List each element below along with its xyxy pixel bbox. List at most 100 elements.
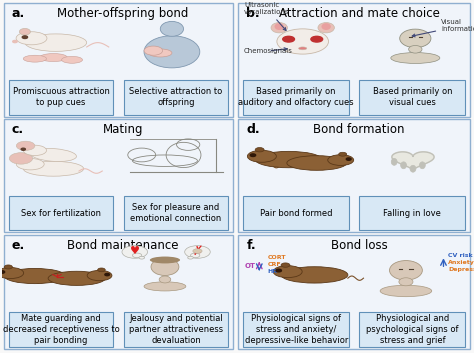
- Polygon shape: [392, 152, 434, 170]
- FancyBboxPatch shape: [9, 80, 113, 115]
- Ellipse shape: [400, 29, 431, 48]
- Circle shape: [193, 249, 202, 253]
- Ellipse shape: [328, 155, 354, 166]
- Circle shape: [139, 256, 145, 259]
- Ellipse shape: [39, 54, 67, 61]
- Ellipse shape: [287, 156, 346, 170]
- Circle shape: [188, 256, 193, 259]
- Circle shape: [346, 158, 351, 160]
- Ellipse shape: [30, 149, 76, 161]
- Ellipse shape: [16, 158, 44, 170]
- Ellipse shape: [62, 56, 82, 63]
- Text: d.: d.: [246, 123, 260, 136]
- FancyBboxPatch shape: [359, 312, 465, 347]
- FancyBboxPatch shape: [243, 196, 349, 231]
- Text: b.: b.: [246, 7, 260, 20]
- Ellipse shape: [391, 53, 440, 64]
- Ellipse shape: [277, 29, 328, 54]
- Circle shape: [16, 141, 35, 150]
- Text: Mother-offspring bond: Mother-offspring bond: [57, 7, 189, 20]
- FancyBboxPatch shape: [243, 80, 349, 115]
- Text: Mating: Mating: [103, 123, 144, 136]
- Ellipse shape: [4, 269, 65, 283]
- FancyBboxPatch shape: [3, 235, 234, 349]
- Ellipse shape: [23, 55, 46, 62]
- Text: CV risk: CV risk: [448, 253, 473, 258]
- Text: a.: a.: [12, 7, 25, 20]
- Ellipse shape: [419, 162, 425, 169]
- Text: Mate guarding and
decreased receptiveness to
pair bonding: Mate guarding and decreased receptivenes…: [3, 314, 119, 345]
- FancyBboxPatch shape: [124, 80, 228, 115]
- Ellipse shape: [281, 263, 290, 267]
- Ellipse shape: [390, 261, 422, 280]
- Ellipse shape: [98, 268, 105, 272]
- Text: Based primarily on
visual cues: Based primarily on visual cues: [373, 87, 452, 107]
- Circle shape: [22, 36, 27, 38]
- Text: Physiological signs of
stress and anxiety/
depressive-like behavior: Physiological signs of stress and anxiet…: [245, 314, 348, 345]
- Ellipse shape: [281, 267, 348, 283]
- FancyBboxPatch shape: [9, 196, 113, 231]
- Text: Sex for fertilization: Sex for fertilization: [21, 209, 101, 218]
- Circle shape: [311, 36, 323, 42]
- FancyBboxPatch shape: [3, 119, 234, 232]
- FancyBboxPatch shape: [238, 3, 471, 116]
- Ellipse shape: [87, 270, 112, 281]
- Ellipse shape: [410, 165, 416, 172]
- Ellipse shape: [399, 278, 413, 286]
- FancyBboxPatch shape: [243, 312, 349, 347]
- Text: ♥: ♥: [130, 246, 140, 256]
- Ellipse shape: [23, 145, 46, 156]
- Ellipse shape: [274, 23, 284, 30]
- Ellipse shape: [23, 161, 83, 176]
- Text: Ultrasonic
vocalizations: Ultrasonic vocalizations: [244, 2, 290, 30]
- Ellipse shape: [19, 29, 30, 35]
- Text: CRF: CRF: [267, 262, 281, 267]
- FancyBboxPatch shape: [359, 80, 465, 115]
- Ellipse shape: [16, 32, 47, 45]
- Ellipse shape: [273, 266, 302, 277]
- Text: Sex for pleasure and
emotional connection: Sex for pleasure and emotional connectio…: [130, 203, 222, 223]
- Ellipse shape: [271, 23, 287, 33]
- Text: Falling in love: Falling in love: [383, 209, 441, 218]
- Text: Based primarily on
auditory and olfactory cues: Based primarily on auditory and olfactor…: [238, 87, 354, 107]
- Text: f.: f.: [246, 239, 256, 252]
- FancyBboxPatch shape: [3, 3, 234, 116]
- Ellipse shape: [159, 276, 171, 283]
- Ellipse shape: [380, 285, 432, 297]
- Circle shape: [0, 271, 5, 273]
- Circle shape: [9, 152, 33, 164]
- Ellipse shape: [339, 152, 346, 156]
- Ellipse shape: [299, 47, 307, 50]
- Text: c.: c.: [12, 123, 24, 136]
- Circle shape: [276, 269, 282, 272]
- Text: ✗: ✗: [192, 245, 203, 258]
- FancyBboxPatch shape: [124, 196, 228, 231]
- Ellipse shape: [160, 22, 183, 36]
- Ellipse shape: [391, 158, 397, 165]
- Circle shape: [21, 148, 26, 150]
- Ellipse shape: [25, 34, 87, 51]
- Text: Bond maintenance: Bond maintenance: [67, 239, 179, 252]
- Text: Anxiety: Anxiety: [448, 260, 474, 265]
- Circle shape: [283, 36, 294, 42]
- Circle shape: [250, 154, 255, 156]
- Text: Bond formation: Bond formation: [313, 123, 405, 136]
- Circle shape: [144, 46, 163, 55]
- Ellipse shape: [321, 23, 331, 30]
- Ellipse shape: [144, 36, 200, 68]
- Circle shape: [13, 41, 17, 43]
- Text: Bond loss: Bond loss: [331, 239, 387, 252]
- FancyBboxPatch shape: [9, 312, 113, 347]
- Ellipse shape: [48, 271, 105, 285]
- Text: Physiological and
psychological signs of
stress and grief: Physiological and psychological signs of…: [366, 314, 459, 345]
- Circle shape: [122, 246, 147, 258]
- Text: Selective attraction to
offspring: Selective attraction to offspring: [129, 87, 223, 107]
- Ellipse shape: [247, 150, 276, 162]
- FancyBboxPatch shape: [124, 312, 228, 347]
- Ellipse shape: [255, 148, 264, 152]
- Ellipse shape: [318, 23, 334, 33]
- Ellipse shape: [409, 46, 422, 53]
- FancyBboxPatch shape: [238, 235, 471, 349]
- Ellipse shape: [144, 282, 186, 291]
- Ellipse shape: [255, 151, 322, 168]
